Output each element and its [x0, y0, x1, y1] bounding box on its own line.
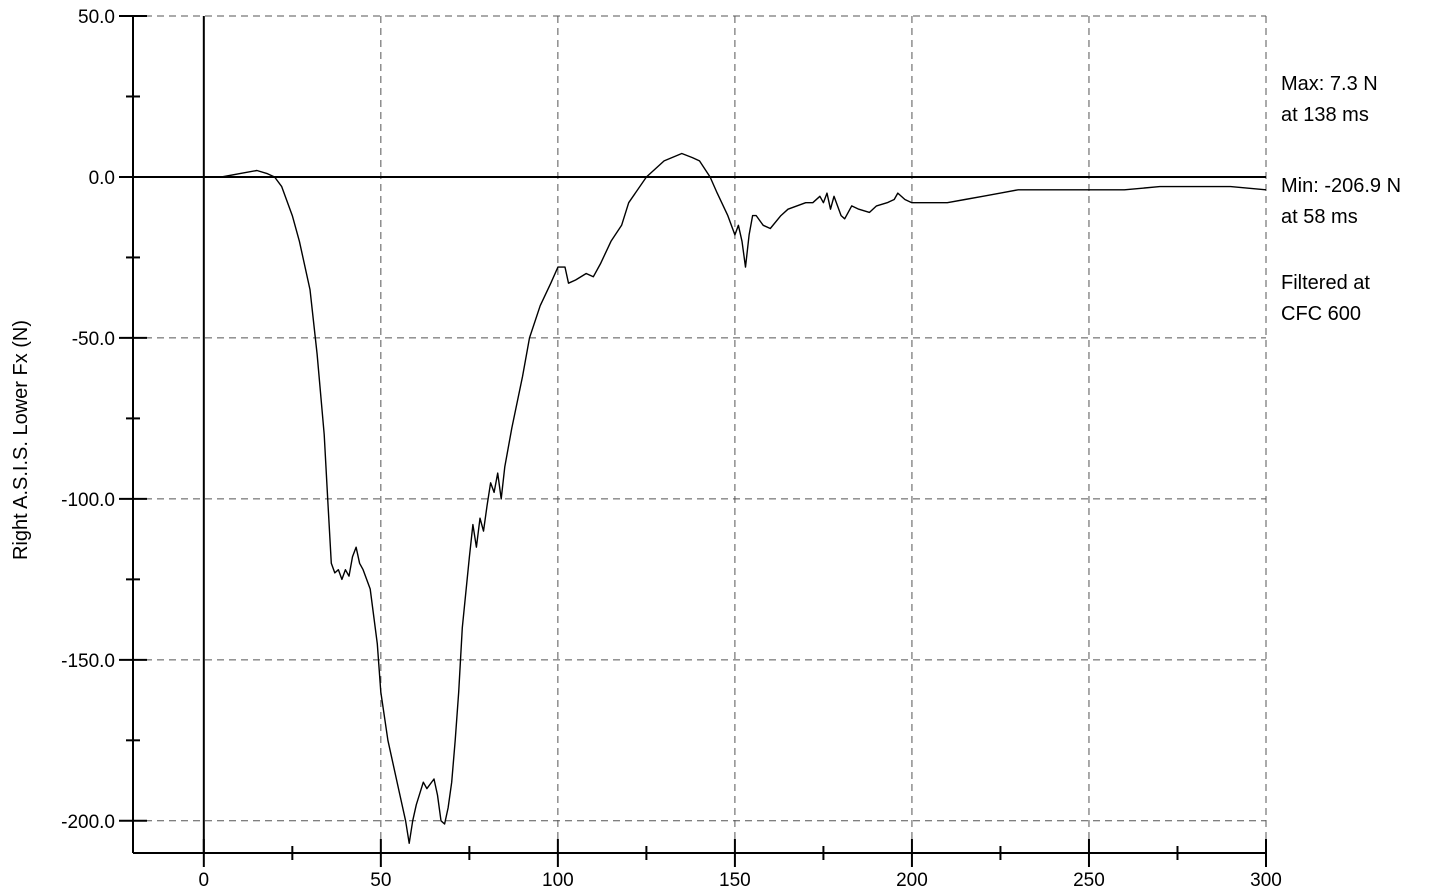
y-tick-label: -50.0 — [72, 329, 115, 350]
filter-line-1: Filtered at — [1281, 272, 1370, 294]
grid-lines — [133, 15, 1267, 853]
x-tick-label: 150 — [719, 870, 751, 891]
min-time-text: at 58 ms — [1281, 206, 1358, 228]
y-tick-label: -100.0 — [61, 490, 115, 511]
x-tick-label: 50 — [370, 870, 391, 891]
plot-axes — [132, 16, 1266, 854]
x-tick-label: 200 — [896, 870, 928, 891]
y-tick-label: 50.0 — [78, 7, 115, 28]
filter-line-2: CFC 600 — [1281, 303, 1362, 325]
filter-annotation: Filtered at CFC 600 — [1281, 268, 1370, 330]
y-axis-label: Right A.S.I.S. Lower Fx (N) — [10, 320, 32, 560]
y-tick-labels: 50.0 0.0 -50.0 -100.0 -150.0 -200.0 — [61, 7, 115, 833]
y-tick-label: -150.0 — [61, 651, 115, 672]
min-value-text: Min: -206.9 N — [1281, 175, 1402, 197]
axis-ticks — [119, 15, 1267, 867]
max-annotation: Max: 7.3 N at 138 ms — [1281, 69, 1378, 131]
x-tick-label: 0 — [199, 870, 210, 891]
x-tick-label: 100 — [542, 870, 574, 891]
max-time-text: at 138 ms — [1281, 104, 1369, 126]
max-value-text: Max: 7.3 N — [1281, 73, 1378, 95]
y-tick-label: -200.0 — [61, 812, 115, 833]
y-tick-label: 0.0 — [89, 168, 115, 189]
data-series-line — [133, 152, 1267, 844]
min-annotation: Min: -206.9 N at 58 ms — [1281, 171, 1401, 233]
x-tick-label: 250 — [1073, 870, 1105, 891]
zero-axis-lines — [133, 16, 1266, 853]
x-tick-labels: 0 50 100 150 200 250 300 — [199, 870, 1282, 891]
x-tick-label: 300 — [1250, 870, 1282, 891]
